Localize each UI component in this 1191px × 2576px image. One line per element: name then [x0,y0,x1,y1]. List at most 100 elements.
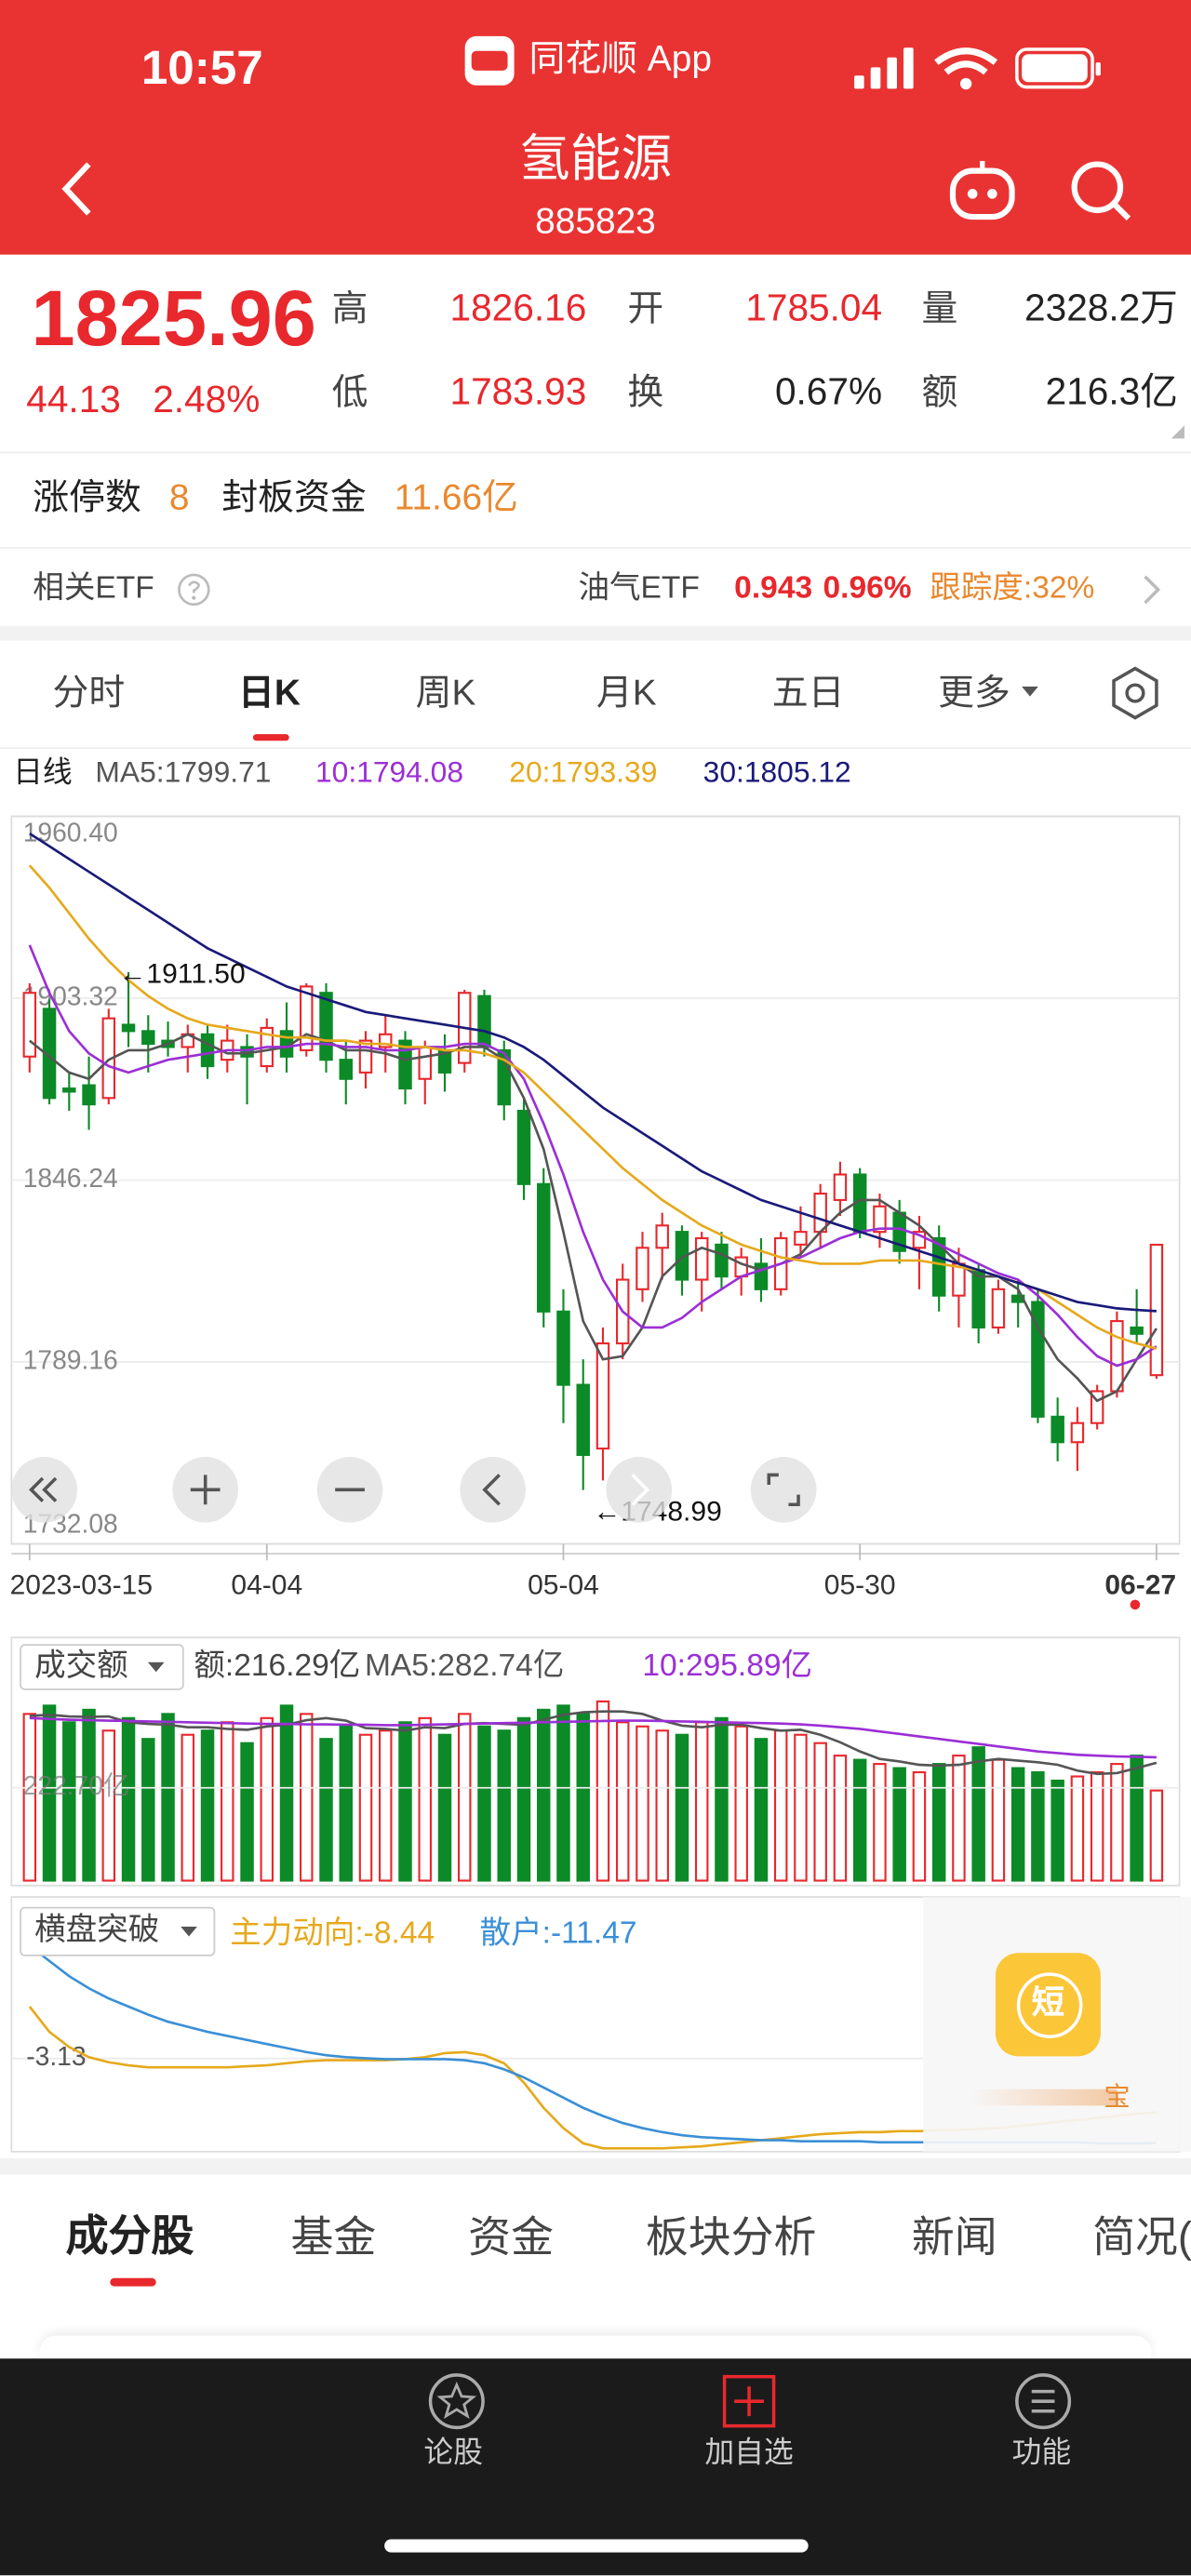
series-line [28,1033,1158,1403]
candle-body [833,1173,848,1201]
volume-bar [319,1738,333,1882]
etf-name[interactable]: 油气ETF [578,571,700,607]
chart-control[interactable] [460,1457,526,1523]
volume-bar [715,1716,729,1882]
volume-bar [82,1708,96,1882]
divider [0,546,1191,549]
last-price: 1825.96 [31,275,316,364]
candle-body [636,1247,649,1290]
section-gap [0,625,1191,641]
help-icon[interactable] [176,571,212,607]
stat-label: 开 [627,287,664,329]
candle-body [82,1084,96,1106]
volume-bar [437,1733,452,1882]
chart-control[interactable] [606,1457,673,1523]
nav-icon[interactable] [1010,2370,1077,2436]
expand-corner [1171,425,1184,439]
dropdown-arrow [1022,686,1038,697]
chart-control[interactable] [750,1457,817,1523]
indicator-legend: 主力动向:-8.44 [230,1916,435,1952]
volume-bar [477,1725,491,1882]
nav-label[interactable]: 加自选 [704,2436,794,2469]
indicator-selector[interactable] [20,1906,216,1956]
y-tick-label: 1789.16 [23,1345,118,1375]
badge-text: 短 [1031,1985,1065,2022]
info-tab[interactable]: 新闻 [911,2212,997,2262]
stat-label: 额 [921,371,958,413]
period-tab[interactable]: 分时 [52,672,126,714]
nav-icon[interactable] [424,2370,490,2436]
candle-body [1050,1415,1064,1444]
volume-bar [931,1763,946,1882]
price-change: 44.13 [26,378,121,420]
stat-value: 1783.93 [449,369,587,413]
candle-body [358,1039,373,1074]
stat-value: 1785.04 [745,286,883,329]
stat-value: 0.67% [774,369,883,413]
control-icon [482,1474,501,1506]
volume-bar [912,1770,927,1882]
settings-icon[interactable] [1109,665,1161,721]
home-indicator [384,2539,809,2553]
control-icon [631,1474,650,1506]
candle-body [319,992,333,1061]
volume-bar [794,1733,808,1882]
price-change-pct: 2.48% [153,378,261,420]
x-tick-label: 06-27 [1104,1569,1176,1600]
candle-body [596,1341,610,1450]
tab-underline [110,2277,156,2287]
volume-bar [675,1733,689,1882]
candle-body [121,1023,136,1033]
candle-body [398,1039,412,1090]
volume-bar [418,1716,432,1882]
nav-label[interactable]: 功能 [1011,2436,1072,2469]
etf-price: 0.943 [734,571,813,607]
info-tab[interactable]: 简况( [1092,2212,1191,2262]
info-tab[interactable]: 基金 [290,2212,377,2262]
period-tab[interactable]: 更多 [938,672,1010,714]
period-tab[interactable]: 周K [415,672,476,714]
period-tab[interactable]: 五日 [771,672,845,714]
y-tick-label: 222.70亿 [23,1770,130,1800]
stat-value: 1826.16 [449,286,587,329]
candle-body [873,1205,887,1234]
app-name: 同花顺 App [529,37,712,79]
info-tab-active[interactable]: 成分股 [65,2210,194,2261]
volume-bar [161,1713,175,1882]
info-tab[interactable]: 资金 [468,2212,555,2262]
volume-bar [181,1733,195,1882]
stat-label: 量 [921,287,958,329]
back-button[interactable] [56,157,105,223]
volume-bar [1149,1789,1164,1882]
candle-body [1130,1326,1144,1335]
volume-bar [636,1725,649,1882]
volume-bar [379,1729,393,1882]
indicator-legend: 散户:-11.47 [479,1916,637,1952]
candle-body [200,1033,215,1068]
volume-bar [1031,1770,1045,1882]
chevron[interactable] [1140,571,1163,607]
header-code: 885823 [535,200,656,242]
volume-title: 成交额 [34,1648,128,1684]
x-tick-label: 2023-03-15 [10,1569,153,1600]
volume-bar [1090,1770,1104,1882]
y-tick-label: 1903.32 [23,981,118,1010]
period-tab[interactable]: 月K [596,672,657,714]
chart-area: 1732.081789.161846.241903.321960.40←1911… [10,815,1181,2153]
limit-up-label: 涨停数 [33,475,141,518]
stat-value: 2328.2万 [1024,286,1178,329]
volume-bar [952,1755,966,1882]
volume-bar [754,1738,769,1882]
header-actions[interactable] [946,157,1160,230]
volume-bar [200,1729,215,1882]
nav-label[interactable]: 论股 [423,2436,484,2469]
volume-bar [221,1721,234,1882]
nav-icon[interactable] [719,2371,779,2431]
candle-body [715,1243,729,1278]
volume-bar [576,1713,590,1882]
volume-bar [516,1716,531,1882]
x-tick-label: 05-04 [528,1569,599,1600]
info-tab[interactable]: 板块分析 [645,2212,817,2262]
series-line [29,1716,1157,1759]
period-tab-active[interactable]: 日K [237,672,301,714]
